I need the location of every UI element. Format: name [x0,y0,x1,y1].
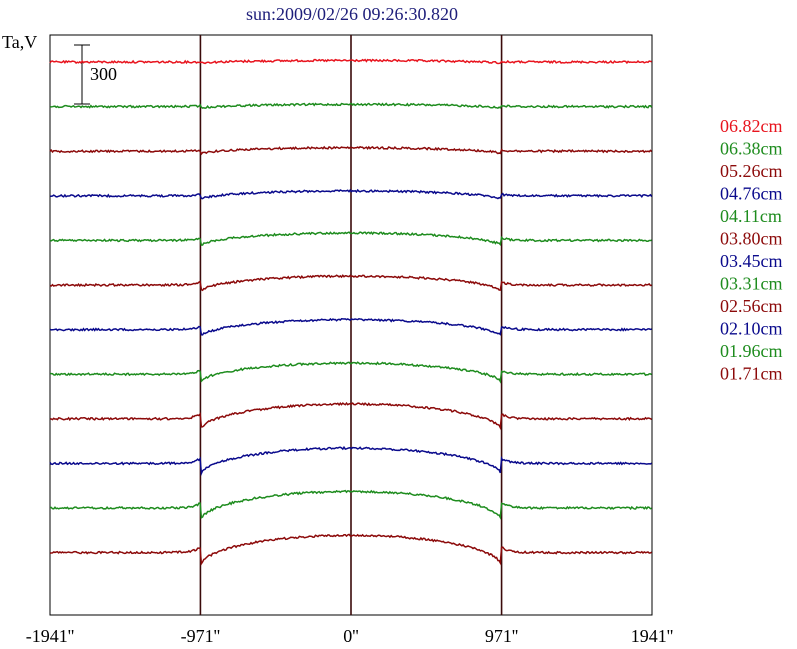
scale-bar: 300 [74,44,117,105]
series-line-02.56cm [49,401,653,431]
legend-item-06.82cm: 06.82cm [720,116,783,136]
x-tick-label-4: 1941'' [631,626,674,646]
series-line-01.71cm [49,533,653,566]
legend-item-05.26cm: 05.26cm [720,161,783,181]
y-axis-label: Ta,V [2,32,37,52]
chart-title: sun:2009/02/26 09:26:30.820 [246,4,458,24]
series-lines [49,58,653,566]
legend-item-03.80cm: 03.80cm [720,229,783,249]
series-line-02.10cm [49,445,653,477]
series-line-03.31cm [50,361,653,384]
legend-item-01.71cm: 01.71cm [720,364,783,384]
series-line-03.80cm [49,274,652,292]
series-line-04.11cm [49,231,652,247]
series-line-06.82cm [49,58,652,65]
x-axis-ticks: -1941'' -971'' 0'' 971'' 1941'' [26,626,673,646]
legend-item-04.11cm: 04.11cm [720,206,782,226]
series-line-01.96cm [49,489,652,521]
vertical-marker-lines [199,35,503,615]
x-tick-label-0: -1941'' [26,626,74,646]
x-tick-label-2: 0'' [343,626,359,646]
x-tick-label-1: -971'' [181,626,220,646]
legend-item-02.10cm: 02.10cm [720,319,783,339]
legend-item-04.76cm: 04.76cm [720,184,783,204]
series-line-05.26cm [49,145,653,156]
series-line-03.45cm [49,317,652,336]
series-line-04.76cm [50,188,653,200]
series-line-06.38cm [49,102,653,110]
legend-item-06.38cm: 06.38cm [720,139,783,159]
legend-item-03.45cm: 03.45cm [720,251,783,271]
scale-bar-label: 300 [90,64,117,84]
legend-item-02.56cm: 02.56cm [720,296,783,316]
legend-item-01.96cm: 01.96cm [720,341,783,361]
x-tick-label-3: 971'' [485,626,519,646]
legend-item-03.31cm: 03.31cm [720,274,783,294]
